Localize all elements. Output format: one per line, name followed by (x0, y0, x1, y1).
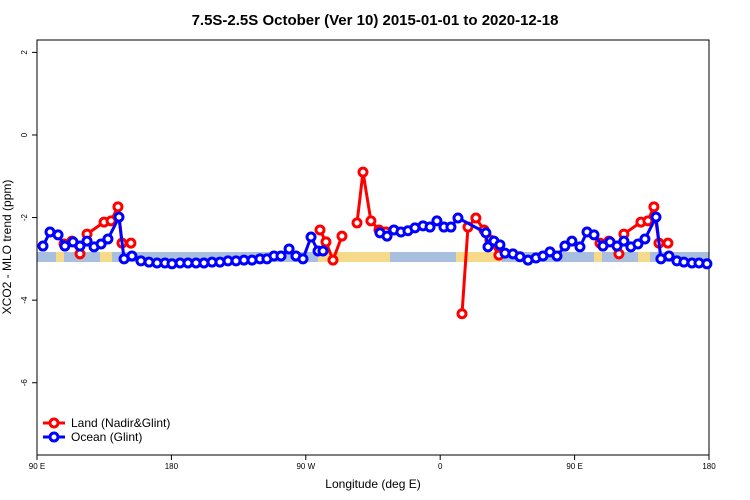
x-tick-label: 180 (165, 462, 179, 471)
land-strip (456, 252, 502, 262)
point (37, 240, 49, 252)
x-tick-label: 90 W (296, 462, 315, 471)
y-tick-label: 2 (20, 50, 29, 55)
x-tick-label: 90 E (29, 462, 45, 471)
land-strip (638, 252, 650, 262)
point (357, 166, 369, 178)
land-strip (100, 252, 112, 262)
point (650, 211, 662, 223)
legend-marker (48, 417, 60, 429)
point (494, 239, 506, 251)
point (588, 229, 600, 241)
point (314, 224, 326, 236)
point (351, 217, 363, 229)
point (365, 215, 377, 227)
point (381, 230, 393, 242)
y-tick-label: -4 (20, 296, 29, 304)
point (113, 211, 125, 223)
point (470, 212, 482, 224)
point (480, 227, 492, 239)
point (663, 250, 675, 262)
point (611, 240, 623, 252)
point (81, 235, 93, 247)
point (424, 221, 436, 233)
land-strip (56, 252, 64, 262)
y-axis-label: XCO2 - MLO trend (ppm) (0, 180, 14, 315)
point (126, 250, 138, 262)
point (305, 231, 317, 243)
y-tick-label: -6 (20, 379, 29, 387)
chart-title: 7.5S-2.5S October (Ver 10) 2015-01-01 to… (192, 12, 559, 29)
point (275, 250, 287, 262)
x-tick-label: 0 (438, 462, 443, 471)
point (317, 245, 329, 257)
plot-frame (36, 39, 710, 456)
point (59, 240, 71, 252)
point (618, 235, 630, 247)
land-ocean-strip (37, 252, 709, 262)
point (662, 237, 674, 249)
point (125, 237, 137, 249)
y-tick-label: -2 (20, 213, 29, 221)
point (283, 243, 295, 255)
point (297, 253, 309, 265)
point (112, 201, 124, 213)
point (574, 241, 586, 253)
legend-label: Land (Nadir&Glint) (71, 416, 170, 430)
point (701, 258, 713, 270)
x-axis-label: Longitude (deg E) (325, 477, 420, 491)
land-strip (318, 252, 390, 262)
point (551, 250, 563, 262)
point (102, 233, 114, 245)
point (320, 236, 332, 248)
point (327, 254, 339, 266)
point (566, 235, 578, 247)
point (95, 238, 107, 250)
point (632, 238, 644, 250)
land-strip (594, 252, 602, 262)
point (445, 221, 457, 233)
y-tick-label: 0 (20, 132, 29, 137)
point (431, 215, 443, 227)
point (52, 229, 64, 241)
point (456, 308, 468, 320)
point (559, 240, 571, 252)
point (452, 212, 464, 224)
point (74, 240, 86, 252)
x-tick-label: 180 (702, 462, 716, 471)
point (648, 201, 660, 213)
legend-label: Ocean (Glint) (71, 430, 142, 444)
legend-marker (48, 431, 60, 443)
point (642, 215, 654, 227)
point (336, 230, 348, 242)
point (639, 233, 651, 245)
x-tick-label: 90 E (566, 462, 582, 471)
